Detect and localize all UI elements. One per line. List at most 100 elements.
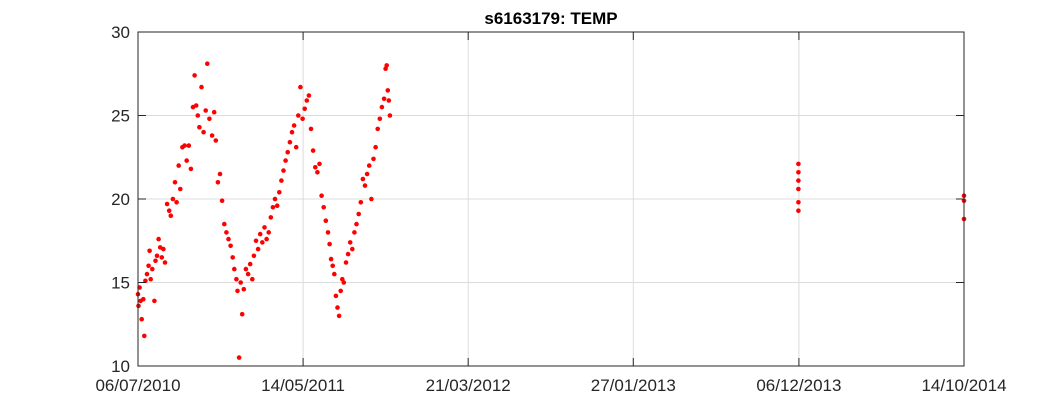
data-point (350, 246, 355, 252)
y-tick-label: 30 (111, 23, 130, 42)
data-point (195, 113, 201, 118)
data-point (264, 236, 269, 242)
data-point (796, 161, 801, 167)
data-point (243, 266, 249, 272)
data-point (211, 109, 217, 115)
data-point (373, 144, 378, 150)
data-point (358, 200, 364, 205)
data-point (142, 333, 147, 339)
data-point (228, 243, 233, 249)
data-point (266, 230, 272, 235)
data-point (335, 305, 340, 310)
data-point (188, 166, 194, 172)
data-point (321, 205, 327, 210)
data-point (796, 200, 801, 205)
data-point (289, 129, 295, 135)
data-point (315, 170, 320, 175)
x-tick-label: 06/12/2013 (756, 376, 841, 395)
data-point (148, 276, 153, 282)
x-tick-label: 21/03/2012 (426, 376, 511, 395)
data-point (279, 178, 284, 183)
data-point (287, 139, 293, 145)
data-point (384, 63, 390, 68)
y-tick-label: 10 (111, 357, 130, 376)
data-point (238, 280, 243, 285)
data-point (166, 208, 172, 213)
data-point (796, 186, 801, 192)
data-point (253, 238, 259, 244)
data-point (234, 276, 239, 282)
data-point (232, 266, 237, 272)
data-point (170, 196, 176, 202)
x-tick-label: 27/01/2013 (591, 376, 676, 395)
data-point (241, 286, 247, 292)
data-point (247, 261, 253, 267)
data-point (159, 255, 165, 260)
data-point (293, 144, 299, 150)
data-point (796, 208, 801, 213)
data-point (327, 241, 332, 247)
data-point (796, 178, 801, 183)
x-tick-label: 14/05/2011 (261, 376, 345, 395)
data-point (262, 225, 267, 230)
data-point (250, 276, 255, 282)
data-point (310, 148, 316, 153)
data-point (226, 236, 231, 242)
data-point (213, 138, 219, 143)
data-point (796, 170, 801, 175)
data-point (178, 186, 183, 192)
data-point (143, 278, 148, 284)
data-point (162, 260, 168, 265)
x-tick-label: 06/07/2010 (95, 376, 180, 395)
data-point (330, 263, 336, 269)
data-point (385, 88, 391, 93)
data-point (285, 149, 291, 155)
data-point (306, 93, 312, 98)
data-point (139, 316, 144, 322)
data-point (356, 211, 362, 217)
data-point (207, 116, 212, 122)
data-point (386, 98, 392, 103)
data-point (251, 253, 257, 259)
data-point (144, 271, 150, 277)
data-point (235, 288, 240, 294)
data-point (230, 255, 235, 260)
data-point (172, 180, 178, 185)
data-point (150, 266, 155, 272)
data-point (319, 193, 324, 198)
data-point (300, 116, 305, 122)
data-point (332, 271, 337, 277)
data-point (141, 296, 146, 302)
data-point (153, 258, 158, 264)
data-point (338, 288, 344, 294)
data-point (184, 158, 189, 163)
data-point (236, 355, 242, 360)
data-point (156, 236, 161, 242)
data-point (317, 161, 322, 167)
data-point (161, 246, 166, 252)
data-point (333, 293, 339, 299)
data-point (381, 96, 387, 102)
data-point (154, 253, 160, 259)
data-point (366, 163, 372, 168)
data-point (255, 246, 261, 252)
data-point (199, 84, 204, 90)
data-points (135, 61, 967, 360)
data-point (341, 280, 347, 285)
data-point (219, 198, 225, 203)
axis-ticks: 06/07/2010 14/05/2011 21/03/2012 27/01/2013… (95, 23, 1006, 395)
data-point (205, 61, 210, 66)
data-point (182, 143, 187, 148)
data-point (375, 126, 381, 132)
data-point (245, 271, 251, 277)
data-point (328, 256, 334, 262)
data-point (217, 171, 223, 177)
data-point (277, 190, 282, 195)
data-point (336, 313, 342, 319)
x-tick-label: 14/10/2014 (921, 376, 1006, 395)
data-point (387, 113, 393, 118)
data-point (343, 260, 349, 265)
data-point (260, 240, 265, 245)
y-tick-label: 20 (111, 190, 130, 209)
